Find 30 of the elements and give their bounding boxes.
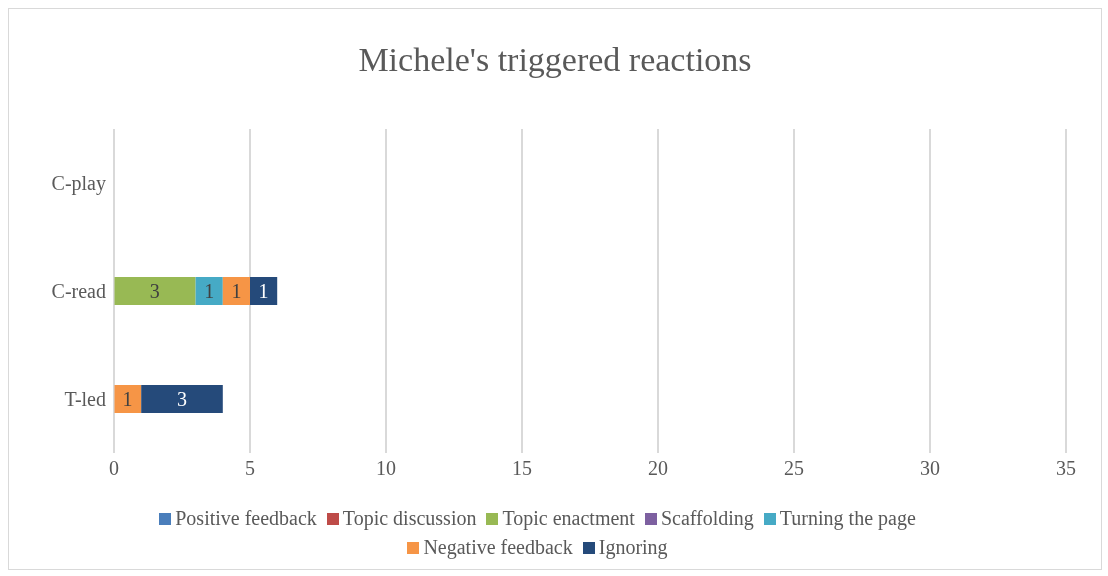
x-tick-label: 15 [512,457,532,480]
legend-label: Negative feedback [422,536,573,559]
x-tick-label: 30 [920,457,940,480]
data-label: 3 [177,388,187,411]
y-tick-label: T-led [64,388,106,411]
legend-label: Topic discussion [341,507,477,530]
data-label: 1 [204,280,215,303]
bar [222,277,250,305]
x-tick-label: 25 [784,457,804,480]
legend-label: Topic enactment [501,507,635,530]
x-tick-label: 10 [376,457,396,480]
x-tick-label: 5 [245,457,255,480]
legend-label: Positive feedback [174,507,317,530]
y-tick-label: C-play [51,172,106,196]
bar [141,385,223,413]
x-tick-label: 35 [1056,457,1076,480]
bar [195,277,223,305]
x-tick-label: 20 [648,457,668,480]
data-label: 1 [258,280,269,303]
legend-label: Scaffolding [659,507,754,530]
legend-label: Turning the page [778,507,916,530]
x-tick-label: 0 [109,457,119,480]
bar [250,277,278,305]
data-label: 1 [231,280,242,303]
data-label: 1 [122,388,133,411]
legend-label: Ignoring [597,536,668,559]
bar [114,277,196,305]
chart-title: Michele's triggered reactions [357,41,753,79]
y-tick-label: C-read [51,280,106,303]
data-label: 3 [149,280,160,303]
